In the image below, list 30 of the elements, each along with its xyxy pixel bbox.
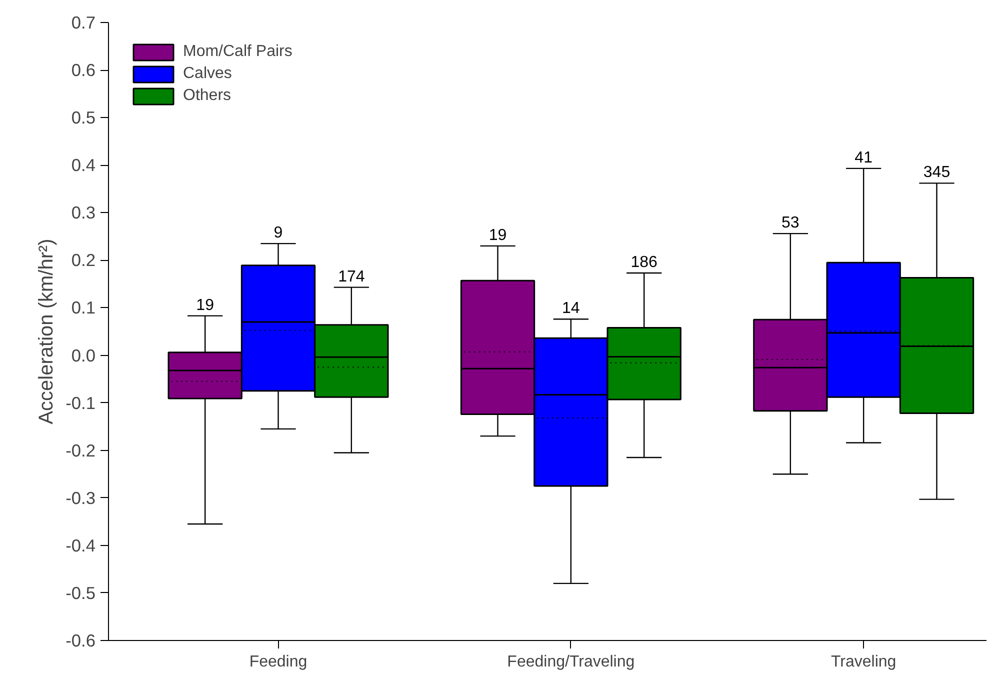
y-tick-label: -0.2 [66, 440, 96, 460]
x-tick-label: Feeding/Traveling [507, 654, 635, 670]
legend-label: Mom/Calf Pairs [183, 43, 292, 61]
y-tick-label: -0.4 [66, 535, 96, 556]
legend-label: Others [183, 87, 232, 105]
text: 174 [338, 268, 365, 286]
text: 186 [630, 254, 658, 272]
x-tick-label: Traveling [830, 654, 896, 670]
y-tick-label: -0.1 [66, 392, 96, 413]
text: 9 [274, 224, 283, 242]
text: 19 [488, 226, 507, 244]
y-tick-label: -0.5 [66, 582, 96, 603]
legend-label: Calves [183, 65, 232, 83]
text: 19 [196, 296, 214, 314]
y-tick-label: 0.2 [71, 250, 96, 270]
y-tick-label: -0.6 [66, 630, 96, 650]
y-tick-label: 0.3 [71, 202, 96, 223]
x-tick-label: Feeding [249, 654, 308, 670]
y-tick-label: -0.3 [66, 488, 96, 508]
y-tick-label: 0.4 [71, 155, 96, 176]
text: 53 [782, 214, 800, 232]
y-tick-label: 0.0 [71, 345, 96, 366]
y-axis-title: Acceleration (km/hr²) [36, 238, 58, 424]
text: 14 [562, 300, 580, 318]
y-tick-label: 0.1 [71, 298, 96, 318]
text: 41 [854, 149, 872, 166]
y-tick-label: 0.5 [71, 108, 96, 128]
y-tick-label: 0.7 [71, 12, 96, 32]
y-tick-label: 0.6 [71, 60, 96, 80]
text: 345 [923, 164, 950, 182]
